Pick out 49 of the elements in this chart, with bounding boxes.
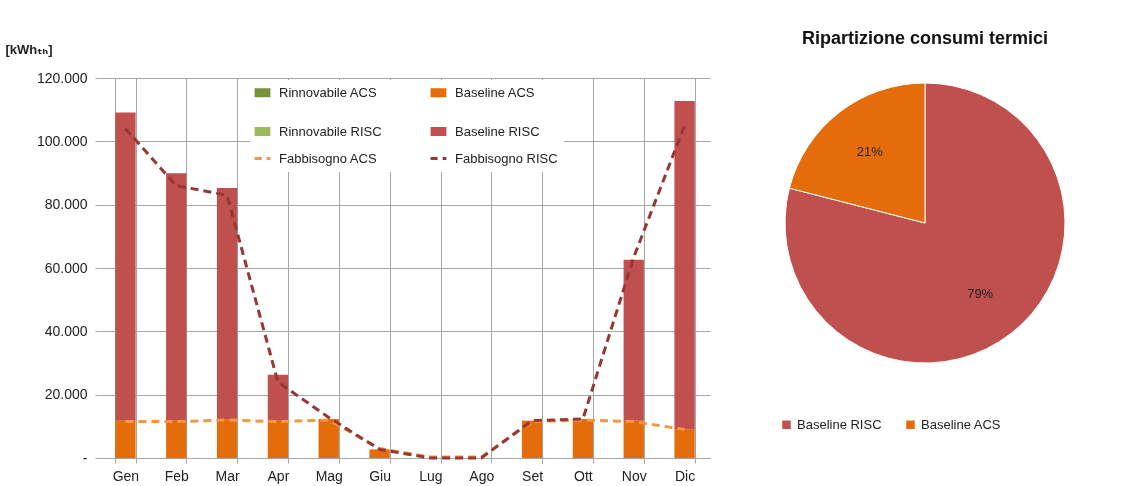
- x-tick-label: Ott: [574, 467, 593, 484]
- x-tick-label: Nov: [621, 467, 647, 484]
- legend-label: Rinnovabile ACS: [279, 84, 377, 100]
- y-tick-label: 100.000: [36, 132, 88, 149]
- legend-label: Rinnovabile RISC: [279, 123, 382, 139]
- bar: [623, 259, 644, 421]
- bar: [521, 420, 543, 458]
- legend-label: Baseline ACS: [921, 416, 1001, 432]
- bar: [115, 420, 136, 458]
- y-tick-label: 80.000: [44, 196, 88, 213]
- legend-label: Baseline ACS: [455, 84, 535, 100]
- x-tick-label: Mar: [215, 467, 240, 484]
- line-series: [123, 418, 687, 459]
- x-tick-label: Giu: [369, 467, 391, 484]
- y-tick-label: 40.000: [44, 322, 88, 339]
- legend-label: Fabbisogno ACS: [279, 150, 377, 166]
- bar: [623, 420, 644, 458]
- x-tick-label: Dic: [674, 467, 696, 484]
- bar: [674, 101, 695, 430]
- bar: [267, 420, 289, 458]
- chart-title: Ripartizione consumi termici: [801, 28, 1049, 48]
- x-tick-label: Feb: [164, 467, 190, 484]
- bar: [572, 419, 594, 458]
- x-tick-label: Lug: [419, 467, 443, 484]
- y-axis-title: [kWhₜₕ]: [5, 41, 53, 57]
- bar: [674, 429, 695, 458]
- bar: [166, 420, 187, 458]
- x-tick-label: Set: [522, 467, 544, 484]
- legend-label: Baseline RISC: [797, 416, 882, 432]
- pie-slice: [784, 82, 1066, 364]
- bar: [318, 419, 339, 458]
- x-tick-label: Apr: [267, 467, 290, 484]
- data-label: 21%: [856, 143, 884, 159]
- y-tick-label: -: [82, 449, 88, 466]
- x-tick-label: Ago: [469, 467, 495, 484]
- bar: [267, 374, 289, 421]
- bar: [166, 173, 187, 421]
- data-label: 79%: [967, 286, 994, 302]
- x-tick-label: Gen: [112, 467, 140, 484]
- y-tick-label: 120.000: [36, 69, 88, 86]
- line-series: [123, 124, 687, 460]
- bar: [115, 112, 136, 421]
- y-tick-label: 60.000: [44, 259, 88, 276]
- bar: [216, 419, 238, 458]
- y-tick-label: 20.000: [44, 386, 88, 403]
- legend-label: Baseline RISC: [455, 123, 540, 139]
- x-tick-label: Mag: [315, 467, 343, 484]
- bar: [216, 187, 238, 420]
- legend-label: Fabbisogno RISC: [455, 150, 558, 166]
